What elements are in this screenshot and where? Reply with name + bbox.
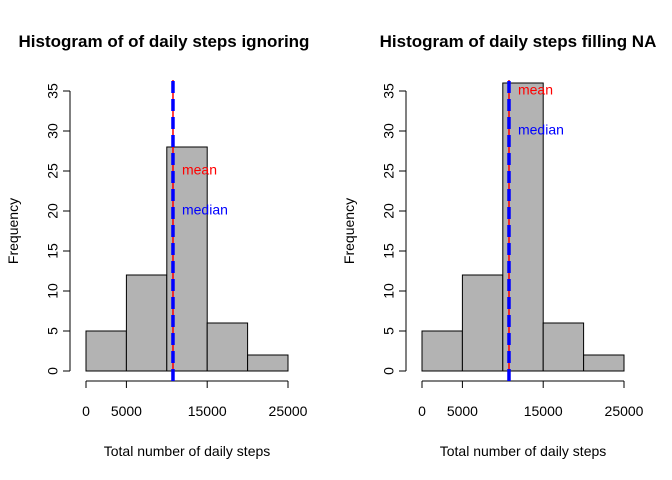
mean-label: mean <box>518 82 553 98</box>
histogram-bar <box>421 330 463 372</box>
y-tick-label: 35 <box>45 83 61 99</box>
x-tick-label: 15000 <box>188 403 227 419</box>
histogram-bar <box>206 322 249 372</box>
y-axis-label: Frequency <box>341 198 357 264</box>
y-tick-label: 15 <box>381 243 397 259</box>
median-label: median <box>182 202 228 218</box>
x-tick-label: 0 <box>418 403 426 419</box>
x-tick-label: 0 <box>82 403 90 419</box>
y-tick-label: 10 <box>45 283 61 299</box>
x-axis-label: Total number of daily steps <box>440 443 607 459</box>
y-tick-label: 5 <box>381 327 397 335</box>
histogram-bar <box>247 354 289 372</box>
y-tick-label: 5 <box>45 327 61 335</box>
histogram-bar <box>583 354 625 372</box>
y-tick-label: 15 <box>45 243 61 259</box>
y-tick-label: 30 <box>45 123 61 139</box>
y-tick-label: 25 <box>45 163 61 179</box>
y-tick-label: 30 <box>381 123 397 139</box>
y-tick-label: 10 <box>381 283 397 299</box>
x-tick-label: 25000 <box>605 403 644 419</box>
y-tick-label: 25 <box>381 163 397 179</box>
y-tick-label: 20 <box>45 203 61 219</box>
y-axis-label: Frequency <box>5 198 21 264</box>
chart-title: Histogram of of daily steps ignoring <box>19 32 310 51</box>
x-tick-label: 15000 <box>524 403 563 419</box>
mean-label: mean <box>182 162 217 178</box>
median-label: median <box>518 122 564 138</box>
histogram-bar <box>125 274 168 372</box>
y-tick-label: 0 <box>45 367 61 375</box>
y-tick-label: 35 <box>381 83 397 99</box>
histogram-bar <box>461 274 504 372</box>
histogram-panel-ignoring-na: Histogram of of daily steps ignoring 0 5 10… <box>5 32 309 459</box>
x-tick-label: 5000 <box>447 403 478 419</box>
histogram-bar <box>542 322 585 372</box>
y-tick-label: 20 <box>381 203 397 219</box>
histogram-bar <box>85 330 127 372</box>
x-tick-label: 25000 <box>269 403 308 419</box>
y-tick-label: 0 <box>381 367 397 375</box>
histogram-panel-filling-na: Histogram of daily steps filling NA 0 5 10 1… <box>341 32 656 459</box>
x-tick-label: 5000 <box>111 403 142 419</box>
x-axis-label: Total number of daily steps <box>104 443 271 459</box>
chart-title: Histogram of daily steps filling NA <box>380 32 657 51</box>
